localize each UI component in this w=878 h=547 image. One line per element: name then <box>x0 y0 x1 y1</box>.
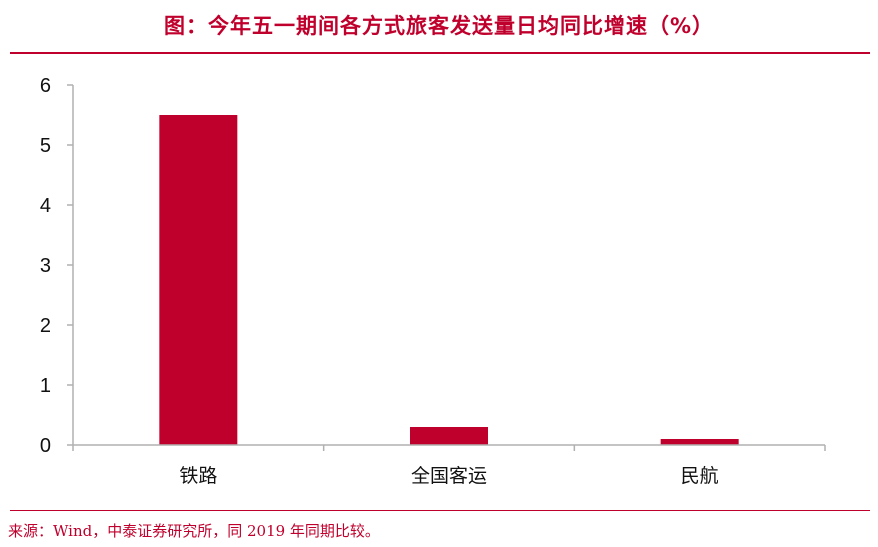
source-note: 来源：Wind，中泰证券研究所，同 2019 年同期比较。 <box>8 522 380 540</box>
y-tick-label: 3 <box>40 255 51 277</box>
bar-group <box>159 115 739 445</box>
x-tick-label: 铁路 <box>179 465 217 487</box>
x-axis-ticks: 铁路 全国客运 民航 <box>72 445 826 487</box>
y-tick-label: 1 <box>40 375 51 397</box>
bar-2 <box>410 427 488 445</box>
bar-1 <box>159 115 238 445</box>
bar-3 <box>660 439 739 445</box>
y-tick-label: 6 <box>40 75 51 97</box>
y-tick-label: 4 <box>40 195 51 217</box>
chart-title: 图：今年五一期间各方式旅客发送量日均同比增速（%） <box>163 14 715 38</box>
x-tick-label: 民航 <box>681 465 719 487</box>
source-rule <box>10 510 870 511</box>
y-tick-label: 2 <box>40 315 51 337</box>
y-axis-ticks: 0 1 2 3 4 5 6 <box>40 75 73 457</box>
y-tick-label: 5 <box>40 135 51 157</box>
x-tick-label: 全国客运 <box>411 465 487 487</box>
y-tick-label: 0 <box>40 435 51 457</box>
title-rule <box>10 52 870 54</box>
